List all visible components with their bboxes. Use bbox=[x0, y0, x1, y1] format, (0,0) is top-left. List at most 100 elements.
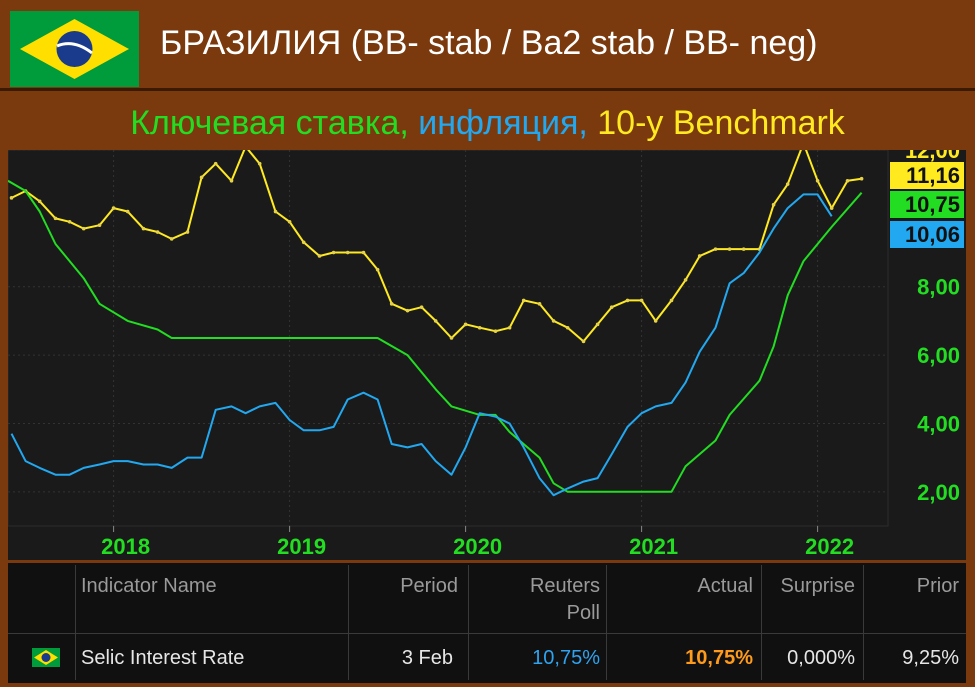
data-point-benchmark bbox=[581, 339, 586, 344]
data-point-benchmark bbox=[213, 161, 218, 166]
data-point-benchmark bbox=[155, 230, 160, 234]
subtitle-inflation: инфляция, bbox=[418, 104, 598, 142]
subtitle-benchmark: 10-y Benchmark bbox=[597, 104, 845, 142]
data-point-benchmark bbox=[771, 202, 776, 207]
brazil-flag-icon bbox=[10, 11, 139, 87]
data-point-benchmark bbox=[287, 219, 292, 224]
data-point-benchmark bbox=[97, 223, 102, 227]
data-point-benchmark bbox=[185, 230, 190, 234]
data-point-benchmark bbox=[653, 319, 658, 323]
data-point-benchmark bbox=[609, 305, 614, 310]
cell-indicator-name: Selic Interest Rate bbox=[81, 647, 245, 669]
y-tick-label: 12,00 bbox=[905, 150, 960, 163]
header-period: Period bbox=[400, 575, 458, 597]
last-value-badge bbox=[890, 162, 964, 189]
header-surprise: Surprise bbox=[780, 575, 855, 597]
data-point-benchmark bbox=[37, 199, 42, 204]
header-reuters: Reuters bbox=[529, 575, 600, 597]
data-point-benchmark bbox=[169, 237, 174, 241]
data-point-benchmark bbox=[405, 308, 410, 313]
x-tick-label: 2022 bbox=[805, 534, 854, 559]
data-point-benchmark bbox=[53, 216, 58, 221]
divider bbox=[0, 88, 975, 91]
header-prior: Prior bbox=[916, 575, 959, 597]
data-point-benchmark bbox=[345, 250, 350, 255]
subtitle-rate: Ключевая ставка, bbox=[130, 104, 419, 142]
data-point-benchmark bbox=[433, 319, 438, 323]
data-point-benchmark bbox=[273, 209, 278, 214]
page-title: БРАЗИЛИЯ (BB- stab / Ba2 stab / BB- neg) bbox=[160, 24, 818, 62]
data-point-benchmark bbox=[829, 206, 834, 210]
brazil-flag-icon bbox=[32, 648, 60, 667]
last-value-label: 10,75 bbox=[905, 192, 960, 217]
data-point-benchmark bbox=[741, 247, 746, 251]
y-tick-label: 8,00 bbox=[917, 275, 960, 300]
data-point-benchmark bbox=[199, 175, 204, 180]
data-point-benchmark bbox=[67, 219, 72, 224]
data-point-benchmark bbox=[257, 161, 262, 166]
header-reuters-poll: Reuters Poll bbox=[468, 573, 600, 627]
x-tick-label: 2019 bbox=[277, 534, 326, 559]
data-point-benchmark bbox=[125, 209, 130, 214]
data-point-benchmark bbox=[507, 325, 512, 330]
data-point-benchmark bbox=[815, 178, 820, 183]
x-tick-label: 2020 bbox=[453, 534, 502, 559]
last-value-label: 10,06 bbox=[905, 222, 960, 247]
data-point-benchmark bbox=[375, 267, 380, 272]
data-point-benchmark bbox=[361, 250, 366, 255]
cell-prior: 9,25% bbox=[902, 647, 959, 669]
chart-subtitle: Ключевая ставка, инфляция, 10-y Benchmar… bbox=[0, 104, 975, 143]
series-line-rate bbox=[8, 179, 863, 493]
column-divider bbox=[468, 565, 469, 680]
data-point-benchmark bbox=[9, 196, 14, 200]
data-point-benchmark bbox=[713, 247, 718, 251]
data-point-benchmark bbox=[389, 302, 394, 306]
data-point-benchmark bbox=[331, 250, 336, 255]
header-indicator-name: Indicator Name bbox=[81, 575, 217, 597]
column-divider bbox=[863, 565, 864, 680]
last-value-badge bbox=[890, 191, 964, 218]
data-point-benchmark bbox=[493, 329, 498, 333]
data-point-benchmark bbox=[551, 319, 556, 323]
data-point-benchmark bbox=[697, 254, 702, 258]
data-point-benchmark bbox=[81, 226, 86, 231]
data-point-benchmark bbox=[859, 176, 864, 181]
data-point-benchmark bbox=[639, 298, 644, 303]
indicator-table: Indicator Name Period Reuters Poll Actua… bbox=[8, 563, 966, 683]
data-point-benchmark bbox=[669, 298, 674, 303]
y-tick-label: 2,00 bbox=[917, 480, 960, 505]
series-line-inflation bbox=[10, 193, 833, 497]
cell-surprise: 0,000% bbox=[787, 647, 855, 669]
header-actual: Actual bbox=[697, 575, 753, 597]
y-tick-label: 6,00 bbox=[917, 343, 960, 368]
data-point-benchmark bbox=[785, 182, 790, 186]
line-chart: 2018 2019 2020 2021 2022 2,00 4,00 6,00 8,00 12,0… bbox=[8, 150, 966, 560]
header-poll: Poll bbox=[566, 602, 600, 624]
column-divider bbox=[348, 565, 349, 680]
cell-period: 3 Feb bbox=[401, 647, 453, 669]
last-value-badge bbox=[890, 221, 964, 248]
data-point-benchmark bbox=[449, 336, 454, 340]
x-tick-label: 2021 bbox=[629, 534, 678, 559]
data-point-benchmark bbox=[625, 298, 630, 303]
last-value-label: 11,16 bbox=[906, 163, 960, 188]
x-tick-label: 2018 bbox=[101, 534, 150, 559]
column-divider bbox=[75, 565, 76, 680]
data-point-benchmark bbox=[595, 322, 600, 327]
cell-reuters-poll: 10,75% bbox=[532, 647, 600, 669]
data-point-benchmark bbox=[111, 206, 116, 210]
data-point-benchmark bbox=[537, 302, 542, 306]
plot-area bbox=[8, 150, 889, 527]
data-point-benchmark bbox=[229, 178, 234, 183]
data-point-benchmark bbox=[301, 240, 306, 245]
data-point-benchmark bbox=[565, 325, 570, 330]
data-point-benchmark bbox=[419, 305, 424, 310]
cell-actual: 10,75% bbox=[685, 647, 753, 669]
column-divider bbox=[606, 565, 607, 680]
data-point-benchmark bbox=[463, 322, 468, 327]
data-point-benchmark bbox=[683, 278, 688, 282]
column-divider bbox=[761, 565, 762, 680]
data-point-benchmark bbox=[317, 254, 322, 258]
y-tick-label: 4,00 bbox=[917, 411, 960, 436]
data-point-benchmark bbox=[521, 298, 526, 303]
